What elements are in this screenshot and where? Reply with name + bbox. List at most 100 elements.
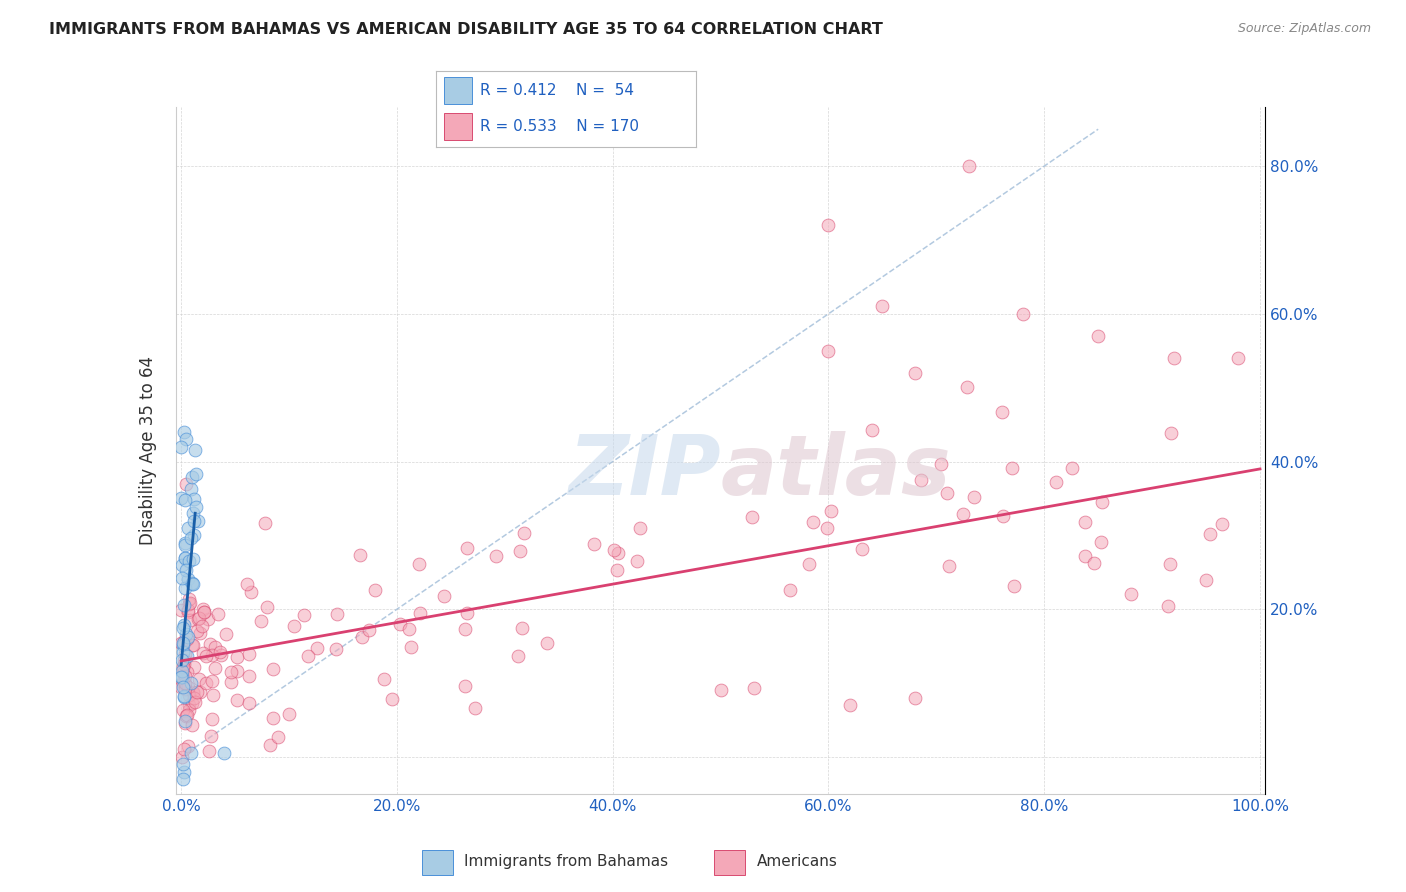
Y-axis label: Disability Age 35 to 64: Disability Age 35 to 64 [139,356,157,545]
Point [991,405,1014,419]
Point [456,606,478,620]
Point [180,696,202,710]
Point [236,576,259,591]
Point [582,537,605,551]
Point [180,676,202,690]
Point [956,380,979,394]
Point [278,706,301,721]
Point [177,597,200,611]
Point [267,731,290,745]
Point [349,548,371,562]
Point [963,490,986,504]
Point [238,647,260,661]
Point [183,514,205,528]
Point [173,714,195,728]
Point [389,617,412,632]
Point [177,603,200,617]
Point [1157,599,1180,613]
Point [381,692,404,706]
Point [174,681,197,696]
Point [173,425,195,439]
Point [256,600,278,615]
Point [172,703,194,717]
Point [181,685,204,699]
Point [172,772,194,786]
Point [352,630,374,644]
Point [181,577,204,591]
Point [174,627,197,641]
Point [177,681,200,695]
Text: IMMIGRANTS FROM BAHAMAS VS AMERICAN DISABILITY AGE 35 TO 64 CORRELATION CHART: IMMIGRANTS FROM BAHAMAS VS AMERICAN DISA… [49,22,883,37]
Point [240,585,263,599]
Point [197,612,219,626]
Point [179,698,201,713]
Point [904,366,927,380]
Point [177,739,200,753]
Point [174,647,197,661]
Point [305,641,328,656]
Point [204,640,226,654]
Point [219,675,242,690]
Point [297,648,319,663]
Point [183,659,205,673]
Bar [444,78,472,104]
Text: Immigrants from Bahamas: Immigrants from Bahamas [464,855,668,869]
Point [173,617,195,632]
Bar [714,850,745,875]
Point [173,652,195,666]
Point [1074,515,1097,529]
Point [779,583,801,598]
Text: Source: ZipAtlas.com: Source: ZipAtlas.com [1237,22,1371,36]
Point [510,621,533,635]
Point [170,680,193,694]
Point [408,606,430,620]
Point [1163,351,1185,366]
Point [170,602,193,616]
Point [170,636,193,650]
Point [173,689,195,703]
Point [176,708,198,723]
Point [183,639,205,653]
Point [862,423,884,437]
Point [201,648,224,663]
Point [176,665,198,680]
Point [183,690,205,705]
Point [325,642,347,657]
Point [173,598,195,612]
Point [1227,351,1250,366]
Point [198,637,221,651]
Point [172,680,194,694]
Point [214,746,236,760]
Point [180,638,202,652]
Point [173,742,195,756]
Point [603,542,626,557]
Point [176,632,198,647]
Point [935,486,957,500]
Point [1160,425,1182,440]
Point [172,757,194,772]
Point [187,673,209,687]
Point [433,589,456,603]
Point [183,528,205,542]
Point [606,563,628,577]
Point [186,685,208,699]
Point [170,491,193,506]
Text: R = 0.412    N =  54: R = 0.412 N = 54 [479,83,634,98]
Point [208,645,231,659]
Point [170,440,193,454]
Point [1159,557,1181,571]
Point [188,626,211,640]
Point [226,664,249,678]
Point [176,648,198,663]
Point [238,668,260,682]
Point [180,531,202,545]
Point [215,627,238,641]
Point [180,470,202,484]
Point [817,218,839,232]
Point [454,679,477,693]
Point [173,764,195,779]
Point [177,591,200,606]
Point [456,541,478,555]
Point [194,648,217,663]
Point [181,686,204,700]
